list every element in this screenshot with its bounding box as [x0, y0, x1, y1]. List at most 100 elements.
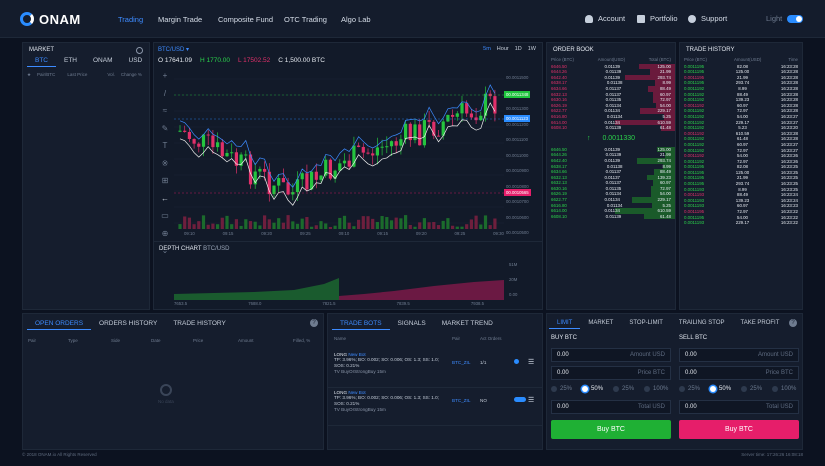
pair-selector[interactable]: BTC/USD ▾ — [158, 47, 190, 53]
col-last-price[interactable]: Last Price — [67, 72, 88, 77]
tab-orders-history[interactable]: ORDERS HISTORY — [99, 320, 158, 327]
theme-toggle[interactable]: Light — [766, 14, 804, 23]
trade-history-row[interactable]: 0.0011195 21.99 16:23:25 — [680, 175, 802, 181]
order-book-row[interactable]: 6642.40 0.01139 293.74 — [547, 74, 675, 81]
tab-trade-history[interactable]: TRADE HISTORY — [173, 320, 226, 327]
sell-total-input[interactable]: 0.00 Total USD — [679, 400, 799, 414]
sell-pct-50[interactable]: 50% — [710, 386, 731, 392]
col-change[interactable]: Change % — [120, 72, 142, 77]
buy-total-input[interactable]: 0.00 Total USD — [551, 400, 671, 414]
star-icon[interactable]: ★ — [27, 72, 32, 77]
trade-history-row[interactable]: 0.0011192 54.00 16:23:26 — [680, 153, 802, 159]
buy-pct-25[interactable]: 25% — [551, 386, 572, 392]
trade-history-row[interactable]: 0.0011192 72.97 16:23:27 — [680, 148, 802, 154]
trade-history-row[interactable]: 0.0011193 139.23 16:23:24 — [680, 198, 802, 204]
buy-pct-100[interactable]: 100% — [644, 386, 668, 392]
back-icon[interactable]: ← — [161, 193, 169, 203]
nav-composite-fund[interactable]: Composite Fund — [218, 14, 274, 24]
pattern-icon[interactable]: ※ — [161, 158, 169, 168]
trade-history-row[interactable]: 0.0011193 60.97 16:23:23 — [680, 203, 802, 209]
measure-icon[interactable]: ⊞ — [161, 176, 169, 185]
crosshair-icon[interactable]: + — [162, 71, 168, 80]
trade-history-row[interactable]: 0.0011195 21.99 16:23:28 — [680, 75, 802, 81]
trade-history-row[interactable]: 0.0011192 139.23 16:23:28 — [680, 97, 802, 103]
zoom-icon[interactable]: ⊕ — [161, 228, 169, 238]
brush-icon[interactable]: ✎ — [161, 123, 169, 133]
trade-history-row[interactable]: 0.0011195 82.08 16:23:28 — [680, 64, 802, 70]
help-icon[interactable]: ? — [310, 319, 318, 327]
order-book-row[interactable]: 6622.77 0.01134 229.17 — [547, 108, 675, 114]
trade-history-row[interactable]: 0.0011195 54.00 16:23:22 — [680, 215, 802, 221]
help-icon[interactable]: ? — [789, 319, 797, 327]
order-book-row[interactable]: 6646.50 0.01139 125.00 — [547, 63, 675, 70]
order-book-row[interactable]: 6646.50 0.01139 125.00 — [547, 146, 675, 153]
tab-usd[interactable]: USD — [128, 57, 143, 64]
trendline-icon[interactable]: / — [163, 88, 167, 98]
menu-icon[interactable]: ☰ — [528, 397, 535, 404]
tab-btc[interactable]: BTC — [27, 55, 56, 67]
trade-history-row[interactable]: 0.0011193 8.99 16:23:25 — [680, 187, 802, 193]
nav-otc-trading[interactable]: OTC Trading — [284, 14, 327, 24]
candlestick-chart[interactable] — [174, 71, 504, 241]
tab-trailing-stop[interactable]: TRAILING STOP — [678, 320, 725, 326]
search-icon[interactable] — [136, 47, 143, 54]
order-book-row[interactable]: 6644.26 0.01139 21.99 — [547, 152, 675, 158]
buy-price-input[interactable]: 0.00 Price BTC — [551, 366, 671, 380]
order-book-row[interactable]: 6614.00 0.01134 610.59 — [547, 119, 675, 126]
account-link[interactable]: Account — [585, 14, 625, 23]
ruler-icon[interactable]: ▭ — [161, 211, 169, 220]
nav-margin-trade[interactable]: Margin Trade — [158, 14, 203, 24]
order-book-row[interactable]: 6626.19 0.01134 54.00 — [547, 102, 675, 109]
tab-stop-limit[interactable]: STOP-LIMIT — [629, 320, 663, 326]
order-book-row[interactable]: 6616.80 0.01134 5.25 — [547, 202, 675, 209]
order-book-row[interactable]: 6608.10 0.01139 61.48 — [547, 125, 675, 131]
trade-history-row[interactable]: 0.0011192 88.49 16:23:28 — [680, 92, 802, 98]
interval-1d[interactable]: 1D — [514, 46, 522, 52]
depth-area[interactable] — [174, 256, 504, 300]
trade-history-row[interactable]: 0.0011193 229.17 16:23:22 — [680, 220, 802, 226]
tab-limit[interactable]: LIMIT — [549, 318, 581, 329]
tab-open-orders[interactable]: OPEN ORDERS — [27, 318, 92, 330]
sell-button[interactable]: Buy BTC — [679, 420, 799, 439]
trade-history-row[interactable]: 0.0011192 54.00 16:23:27 — [680, 114, 802, 120]
trade-history-row[interactable]: 0.0011195 125.00 16:23:28 — [680, 69, 802, 75]
bot-toggle[interactable] — [514, 397, 526, 402]
nav-trading[interactable]: Trading — [118, 14, 144, 24]
trade-history-row[interactable]: 0.0011192 72.97 16:23:26 — [680, 159, 802, 165]
trade-history-row[interactable]: 0.0011192 229.17 16:23:27 — [680, 120, 802, 126]
trade-history-row[interactable]: 0.0011195 72.97 16:23:22 — [680, 209, 802, 215]
trade-history-row[interactable]: 0.0011195 125.00 16:23:25 — [680, 170, 802, 176]
order-book-row[interactable]: 6614.00 0.01134 610.59 — [547, 208, 675, 214]
interval-5m[interactable]: 5m — [483, 46, 491, 52]
order-book-row[interactable]: 6644.26 0.01139 21.99 — [547, 69, 675, 75]
nav-algo-lab[interactable]: Algo Lab — [341, 14, 371, 24]
tab-trade-bots[interactable]: TRADE BOTS — [332, 318, 390, 330]
trade-history-row[interactable]: 0.0011192 72.97 16:23:28 — [680, 108, 802, 114]
portfolio-link[interactable]: Portfolio — [637, 14, 678, 23]
fib-icon[interactable]: ≈ — [162, 106, 168, 115]
tab-market[interactable]: MARKET — [588, 320, 614, 326]
trade-history-row[interactable]: 0.0011192 60.97 16:23:27 — [680, 142, 802, 148]
support-link[interactable]: Support — [688, 14, 727, 23]
buy-pct-25b[interactable]: 25% — [613, 386, 634, 392]
order-book-row[interactable]: 6632.13 0.01137 139.23 — [547, 174, 675, 181]
buy-button[interactable]: Buy BTC — [551, 420, 671, 439]
interval-1w[interactable]: 1W — [527, 46, 536, 52]
buy-pct-50[interactable]: 50% — [582, 386, 603, 392]
tab-signals[interactable]: SIGNALS — [397, 320, 426, 327]
order-book-row[interactable]: 6630.16 0.01135 72.97 — [547, 185, 675, 192]
bot-item[interactable]: LONG New Bot TP: 3.96%; BO: 0.002; SO: 0.… — [328, 388, 542, 426]
trade-history-row[interactable]: 0.0011192 61.48 16:23:28 — [680, 136, 802, 142]
trade-history-row[interactable]: 0.0011195 82.08 16:23:25 — [680, 164, 802, 170]
order-book-row[interactable]: 6642.40 0.01139 293.74 — [547, 157, 675, 164]
trade-history-row[interactable]: 0.0011195 293.74 16:23:28 — [680, 80, 802, 86]
order-book-row[interactable]: 6634.66 0.01137 88.49 — [547, 85, 675, 92]
bot-toggle[interactable] — [514, 359, 519, 364]
order-book-row[interactable]: 6622.77 0.01134 229.17 — [547, 197, 675, 203]
col-pair[interactable]: Pair/BTC — [37, 72, 56, 77]
trade-history-row[interactable]: 0.0011193 88.49 16:23:24 — [680, 192, 802, 198]
sell-amount-input[interactable]: 0.00 Amount USD — [679, 348, 799, 362]
order-book-row[interactable]: 6626.19 0.01134 54.00 — [547, 191, 675, 198]
tab-eth[interactable]: ETH — [64, 57, 77, 64]
order-book-row[interactable]: 6630.16 0.01135 72.97 — [547, 97, 675, 103]
